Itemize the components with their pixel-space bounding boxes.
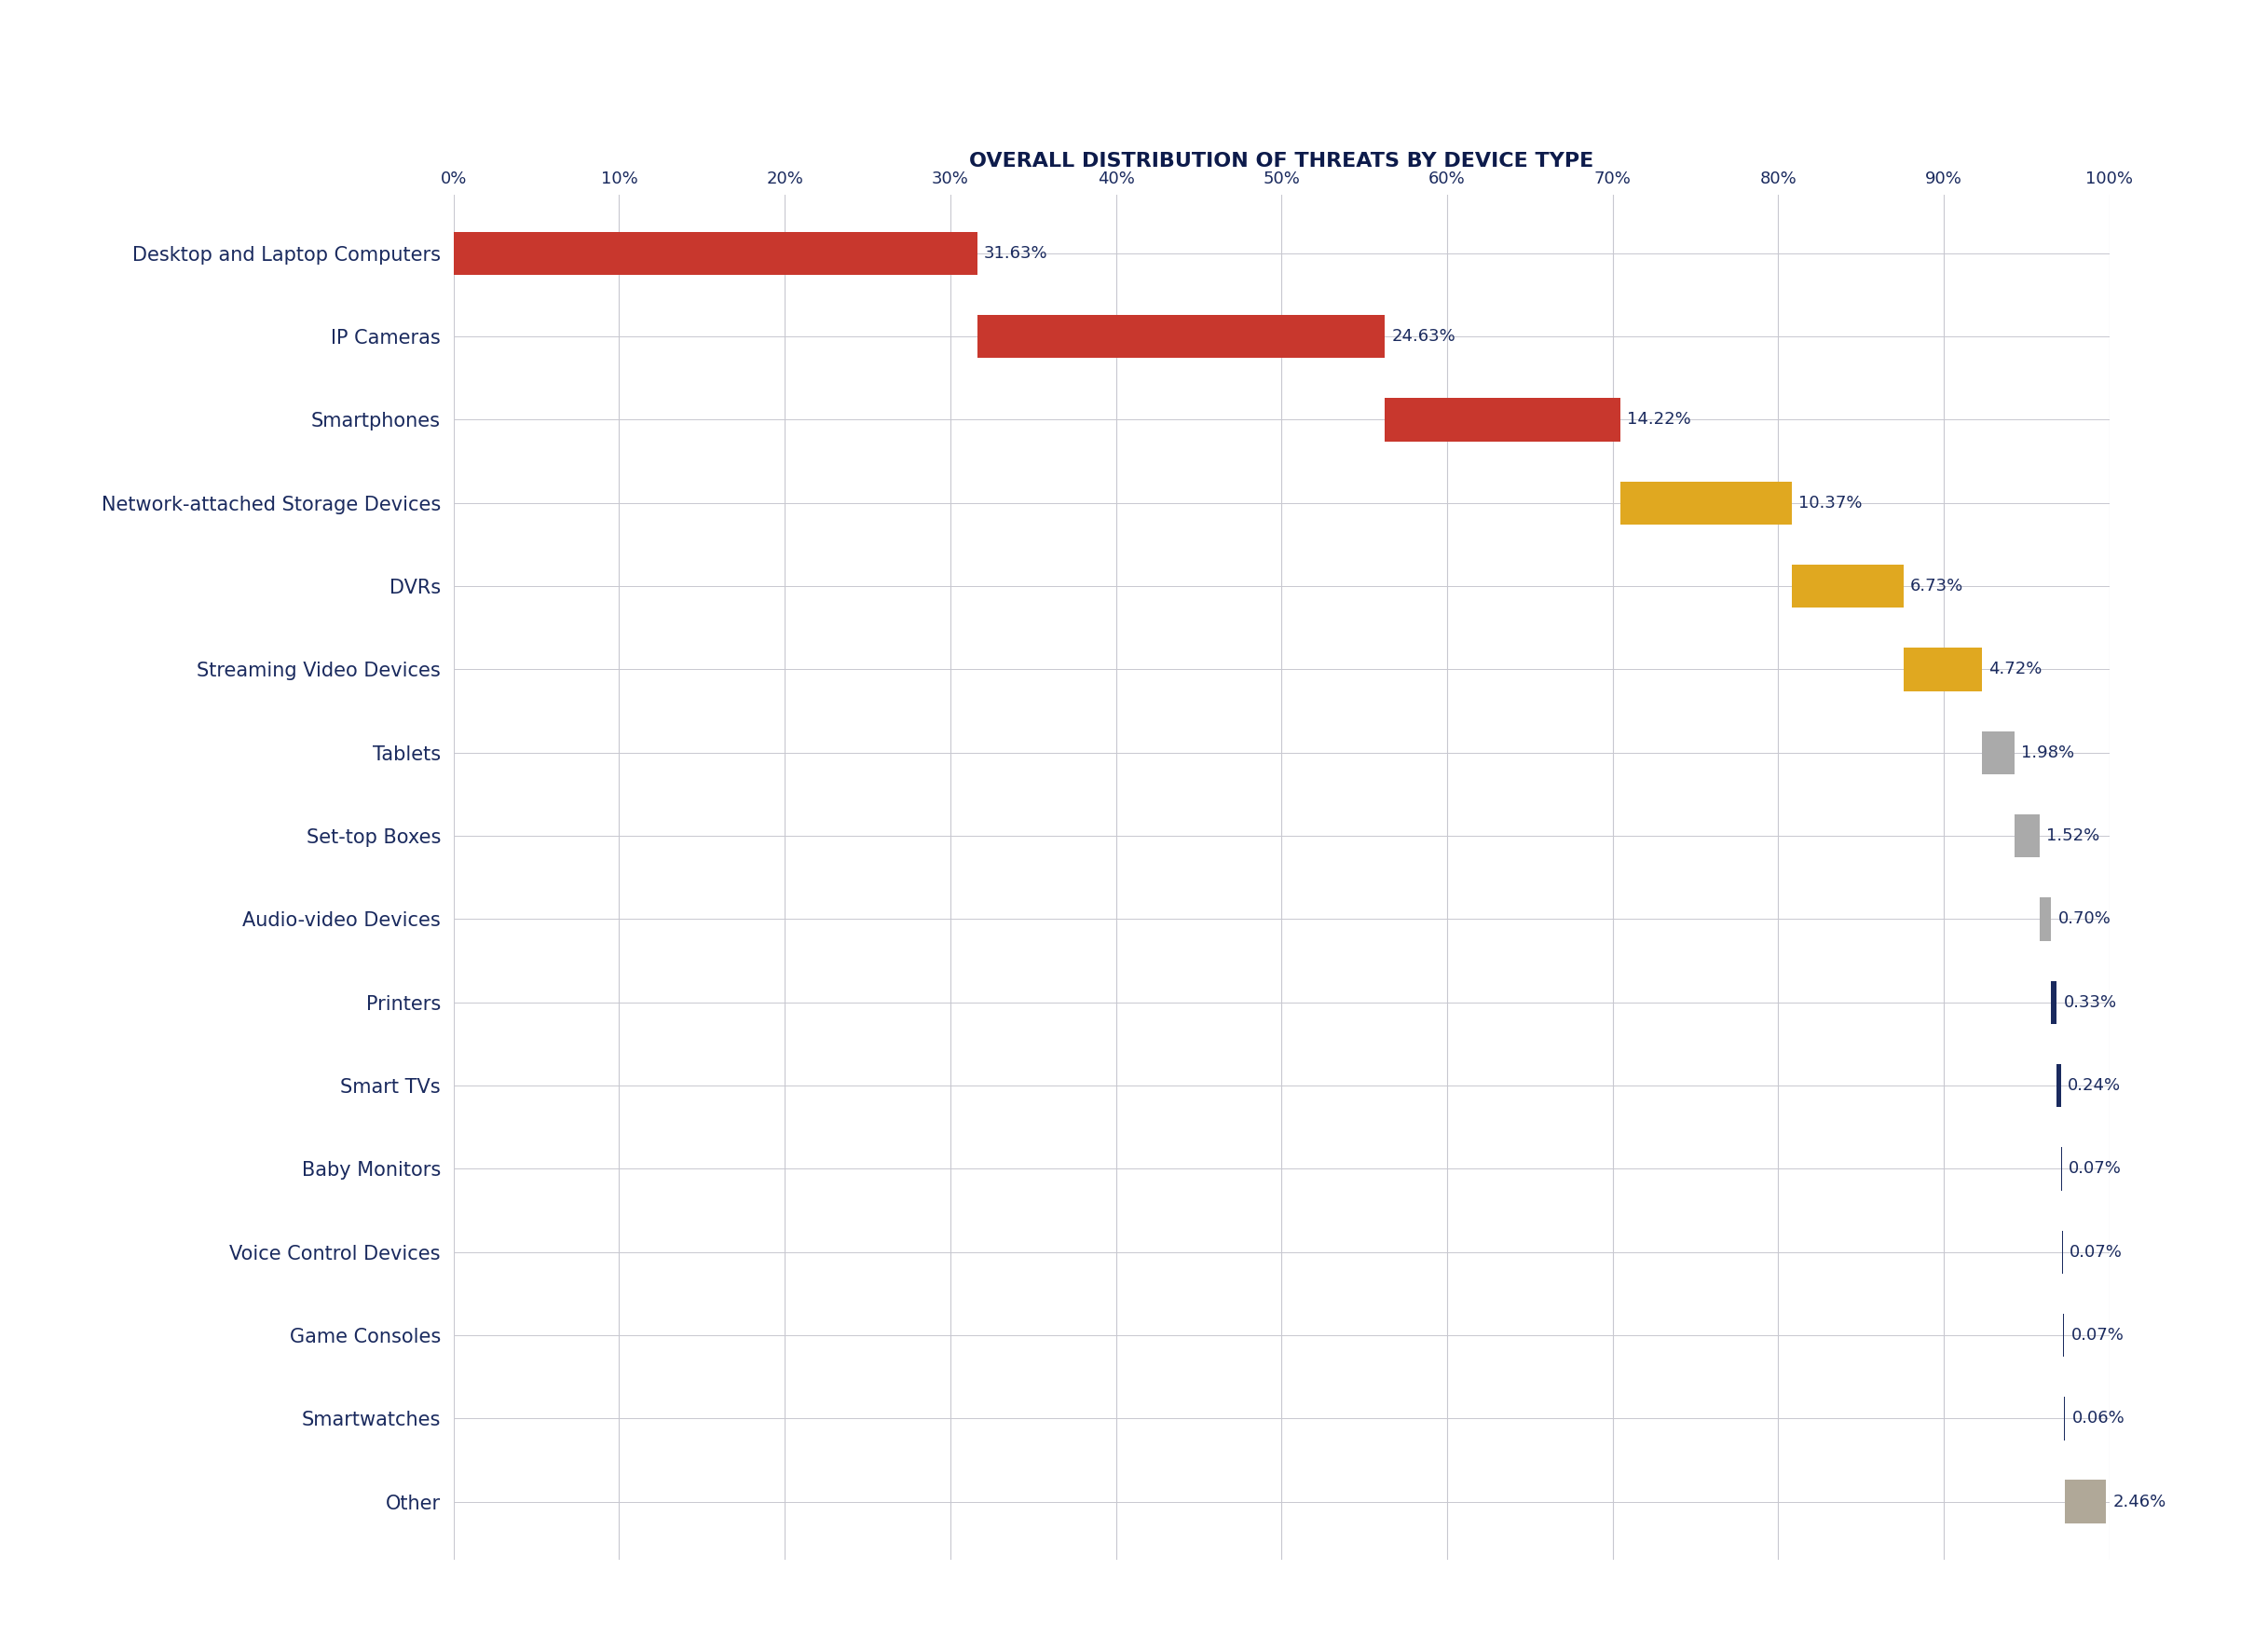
Text: 10.37%: 10.37% [1799, 494, 1862, 512]
Text: 2.46%: 2.46% [2112, 1493, 2166, 1510]
Bar [2050, 981, 2057, 1024]
Bar [1386, 398, 1622, 442]
Text: 4.72%: 4.72% [1989, 661, 2041, 678]
Text: 24.63%: 24.63% [1393, 328, 1456, 344]
Bar [2057, 1064, 2062, 1107]
Text: 0.24%: 0.24% [2068, 1077, 2121, 1094]
Bar [2066, 1480, 2107, 1523]
Text: 6.73%: 6.73% [1910, 578, 1964, 595]
Text: 31.63%: 31.63% [984, 245, 1048, 262]
Text: 0.70%: 0.70% [2057, 910, 2112, 928]
Bar [2039, 897, 2050, 941]
Title: OVERALL DISTRIBUTION OF THREATS BY DEVICE TYPE: OVERALL DISTRIBUTION OF THREATS BY DEVIC… [968, 151, 1594, 171]
Text: 0.06%: 0.06% [2073, 1410, 2125, 1427]
Text: 1.98%: 1.98% [2021, 744, 2075, 761]
Bar [1622, 481, 1792, 525]
Bar [2014, 814, 2039, 858]
Text: 0.07%: 0.07% [2071, 1243, 2123, 1261]
Bar [1792, 564, 1903, 608]
Bar [454, 232, 978, 275]
Bar [1982, 731, 2014, 774]
Text: 1.52%: 1.52% [2046, 827, 2100, 845]
Bar [1903, 648, 1982, 691]
Text: 14.22%: 14.22% [1626, 411, 1692, 427]
Text: 0.07%: 0.07% [2071, 1328, 2123, 1344]
Text: 0.33%: 0.33% [2064, 994, 2116, 1011]
Bar [978, 315, 1386, 358]
Text: 0.07%: 0.07% [2068, 1160, 2121, 1176]
